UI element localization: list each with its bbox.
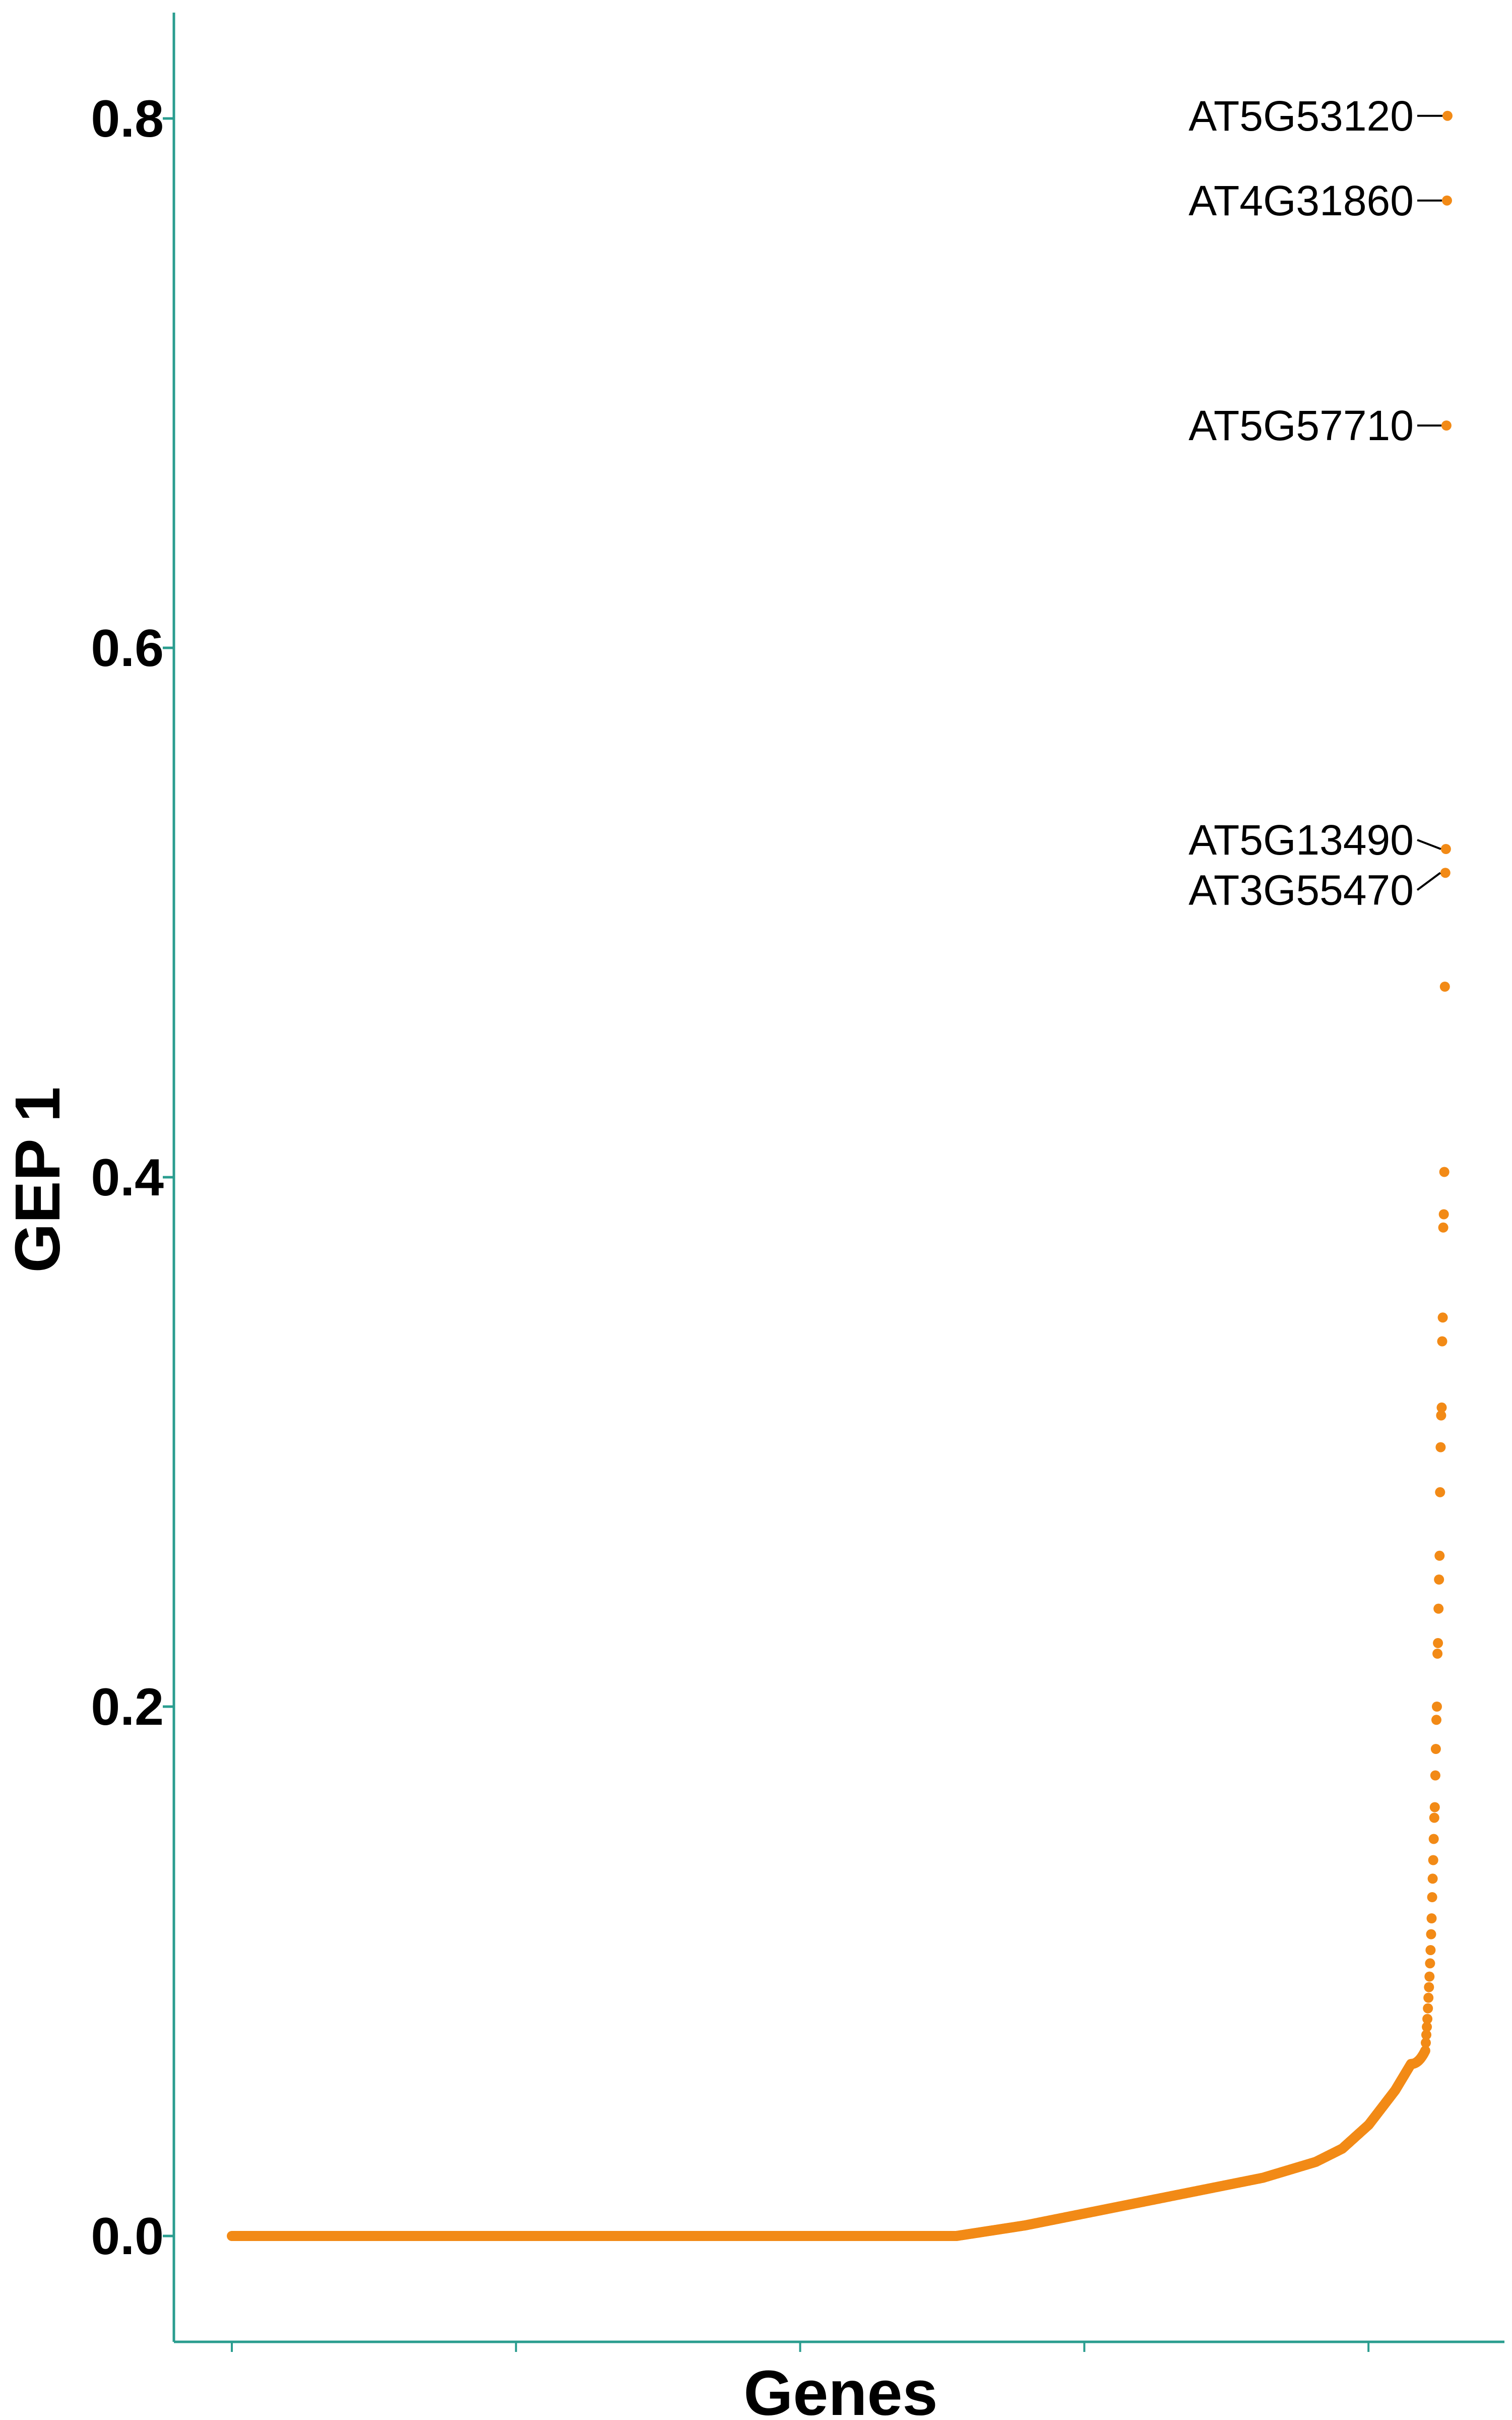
gene-annotation-label: AT4G31860 [1188,177,1414,224]
gene-annotation-label: AT5G53120 [1188,92,1414,140]
gene-annotation-label: AT5G13490 [1188,816,1414,864]
gene-point [1437,1336,1447,1347]
annotated-gene-point [1440,844,1451,854]
gene-point [1429,1812,1439,1823]
annotated-gene-point [1441,420,1452,431]
gene-point [1428,1855,1438,1865]
y-axis-ticks: 0.0 0.2 0.4 0.6 0.8 [91,90,174,2266]
gene-point [1420,2045,1430,2056]
gene-point [1435,1487,1445,1497]
annotation-leader-line [1416,872,1441,891]
gene-point [1424,1982,1434,1992]
gene-point [1426,1929,1436,1940]
gene-point [1421,2037,1431,2048]
x-axis-title: Genes [743,2357,937,2420]
x-axis-ticks [231,2342,1370,2352]
gene-point [1434,1575,1444,1585]
gene-point [1436,1410,1446,1421]
y-tick-label: 0.8 [91,90,164,148]
gene-point [1426,1913,1437,1923]
gene-point [1432,1702,1442,1712]
gene-point [1434,1550,1445,1561]
gene-point [1435,1442,1446,1453]
gene-point [1425,1958,1435,1969]
y-tick-label: 0.4 [91,1148,164,1207]
gene-point [1425,1945,1436,1955]
y-tick-label: 0.0 [91,2207,164,2266]
gene-point [1423,2003,1433,2014]
annotated-gene-point [1442,195,1452,206]
gene-point [1427,1892,1437,1902]
annotation-leader-line [1417,839,1441,850]
y-tick-label: 0.2 [91,1678,164,1736]
gene-point [1432,1649,1443,1659]
gene-point [1424,1971,1435,1982]
gene-point [1421,2030,1431,2040]
annotated-gene-point [1440,868,1451,878]
gene-annotation-label: AT3G55470 [1188,866,1414,914]
gene-point [1423,1992,1434,2003]
y-tick-label: 0.6 [91,619,164,678]
y-axis-title: GEP 1 [2,1087,73,1273]
annotated-gene-point [1442,110,1453,121]
data-points [227,110,1453,2241]
gene-point [1433,1603,1444,1614]
gene-point [1439,982,1450,992]
gene-point [1436,1402,1447,1413]
gene-point [1438,1222,1448,1233]
gene-point [1428,1834,1439,1844]
gene-annotation-label: AT5G57710 [1188,402,1414,449]
gene-point [1437,1312,1448,1323]
gene-point [1422,2014,1433,2024]
gene-point [1431,1715,1441,1725]
gene-point [1438,1209,1449,1220]
gene-point [1439,1167,1450,1177]
gene-point [1429,1802,1440,1812]
gene-point [1422,2022,1432,2032]
gene-point [1430,1770,1440,1781]
gene-point [1430,1744,1441,1754]
axes: 0.0 0.2 0.4 0.6 0.8 [91,13,1504,2352]
gene-point [1433,1638,1443,1648]
gene-point [1427,1873,1438,1884]
